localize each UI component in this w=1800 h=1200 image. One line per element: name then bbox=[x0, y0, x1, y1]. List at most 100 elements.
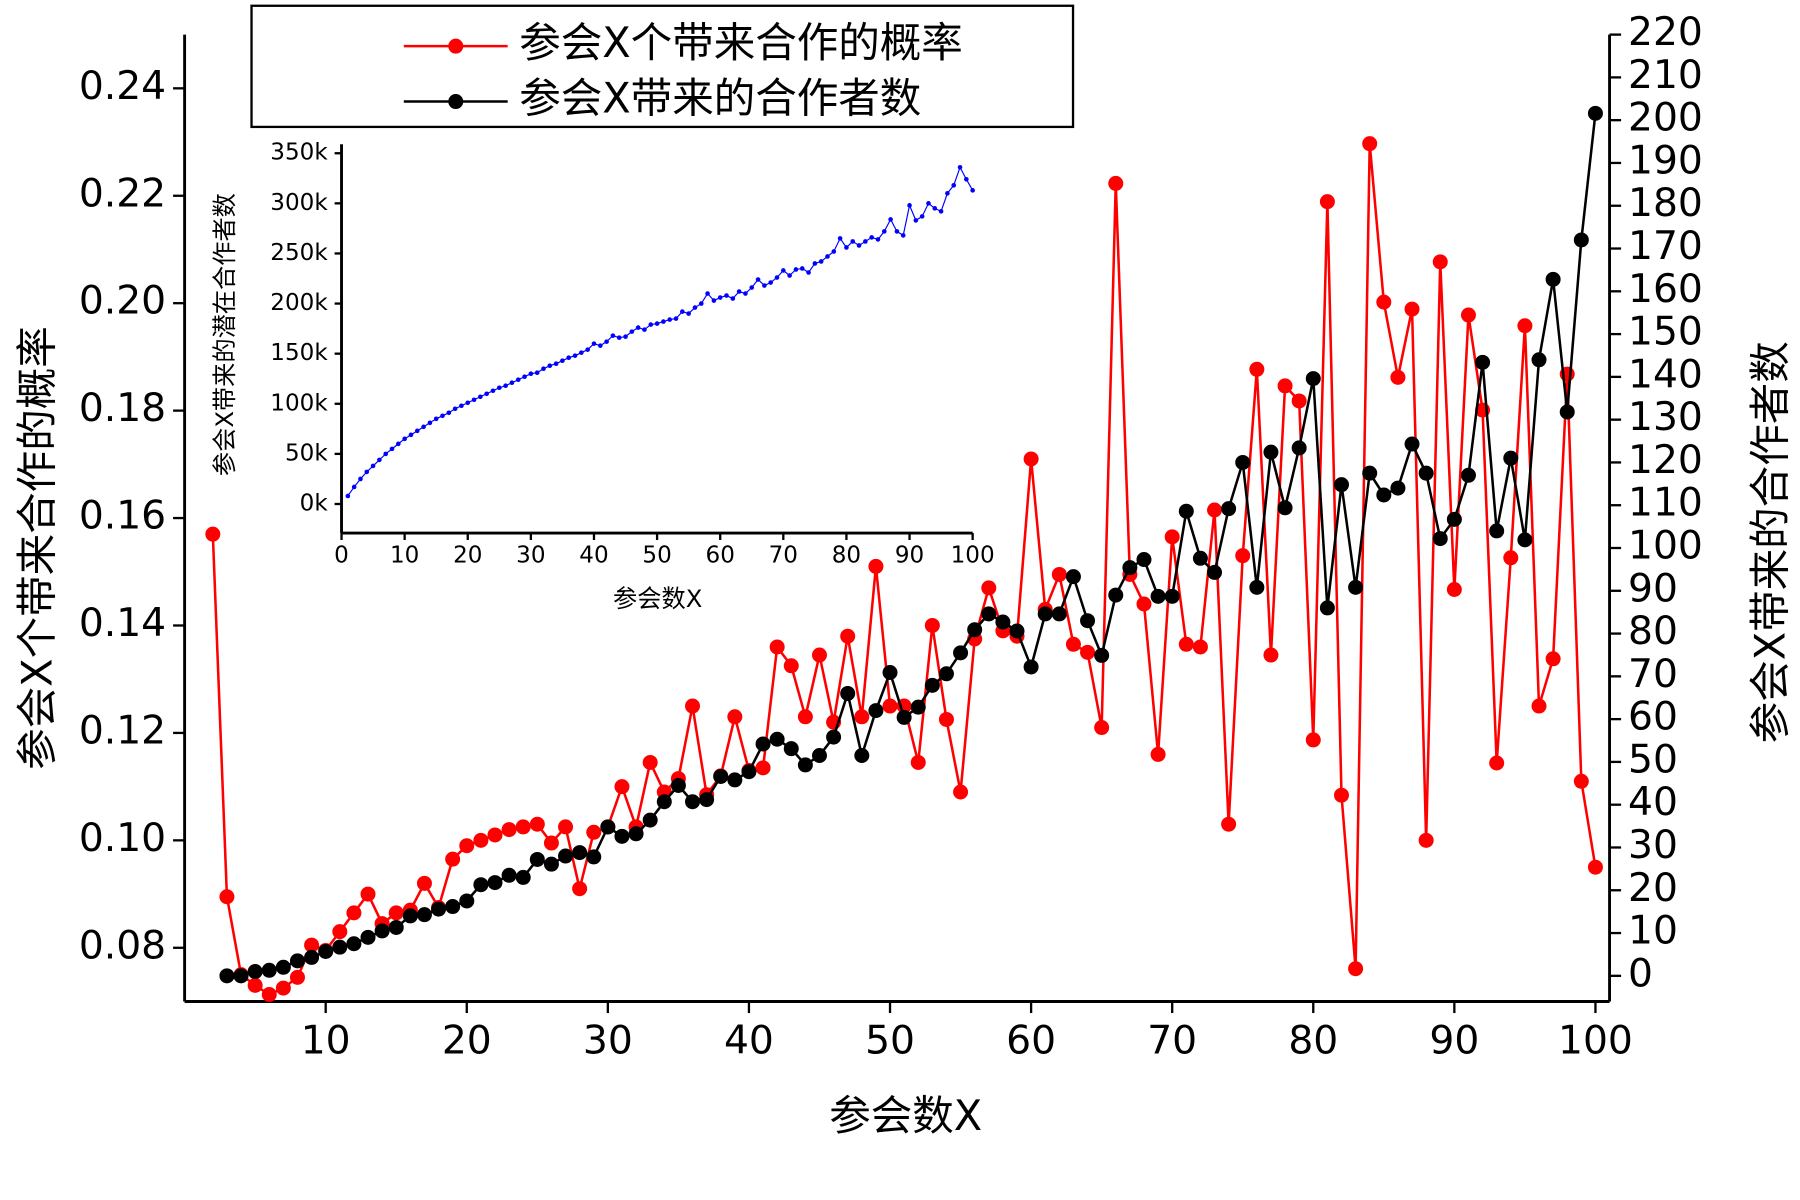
data-point bbox=[421, 424, 426, 430]
y2-tick-label: 90 bbox=[1628, 566, 1678, 611]
data-point bbox=[1446, 511, 1462, 527]
data-point bbox=[289, 969, 305, 985]
data-point bbox=[881, 229, 887, 234]
data-point bbox=[566, 355, 572, 360]
data-point bbox=[452, 406, 458, 412]
data-point bbox=[1333, 477, 1349, 493]
data-point bbox=[509, 380, 515, 386]
data-point bbox=[553, 361, 559, 367]
x-tick-label: 30 bbox=[516, 543, 545, 569]
data-point bbox=[473, 832, 489, 848]
series bbox=[205, 136, 1603, 1003]
data-point bbox=[572, 881, 588, 897]
legend-label: 参会X带来的合作者数 bbox=[519, 74, 921, 123]
y-tick-label: 0.18 bbox=[79, 386, 166, 431]
x-tick-label: 80 bbox=[1288, 1019, 1338, 1064]
data-point bbox=[1305, 732, 1321, 748]
data-point bbox=[981, 606, 997, 622]
data-point bbox=[1503, 450, 1519, 466]
data-point bbox=[749, 285, 755, 290]
data-point bbox=[522, 374, 527, 380]
x-tick-label: 40 bbox=[724, 1019, 774, 1064]
data-point bbox=[332, 939, 348, 955]
data-point bbox=[351, 484, 357, 490]
data-point bbox=[995, 614, 1011, 630]
data-point bbox=[332, 924, 348, 940]
data-point bbox=[364, 469, 370, 475]
inset-x-axis-label: 参会数X bbox=[613, 585, 702, 613]
data-point bbox=[1051, 606, 1067, 622]
data-point bbox=[1051, 566, 1067, 582]
data-point bbox=[1348, 961, 1364, 977]
y2-tick-label: 190 bbox=[1628, 138, 1703, 183]
data-point bbox=[1108, 587, 1124, 603]
data-point bbox=[1150, 746, 1166, 762]
y-tick-label: 0.12 bbox=[79, 708, 166, 753]
data-point bbox=[408, 432, 414, 438]
data-point bbox=[654, 321, 660, 326]
x-tick-label: 100 bbox=[1558, 1019, 1633, 1064]
x-tick-label: 90 bbox=[895, 543, 924, 569]
data-point bbox=[1348, 579, 1364, 595]
data-point bbox=[938, 711, 954, 727]
data-point bbox=[614, 828, 630, 844]
data-point bbox=[699, 792, 715, 808]
data-point bbox=[1150, 588, 1166, 604]
data-point bbox=[680, 309, 685, 314]
data-point bbox=[825, 254, 830, 259]
data-point bbox=[806, 270, 811, 275]
data-point bbox=[926, 201, 931, 206]
data-point bbox=[1009, 623, 1025, 639]
data-point bbox=[818, 259, 824, 264]
data-point bbox=[478, 394, 483, 400]
y-tick-label: 0.16 bbox=[79, 494, 166, 539]
data-point bbox=[360, 886, 376, 902]
data-point bbox=[1164, 588, 1180, 604]
data-point bbox=[616, 335, 622, 340]
y2-tick-label: 50 bbox=[1628, 737, 1678, 782]
data-point bbox=[487, 827, 503, 843]
y-tick-label: 0.20 bbox=[79, 279, 166, 324]
data-point bbox=[1390, 369, 1406, 385]
data-point bbox=[685, 698, 701, 714]
data-point bbox=[1235, 548, 1251, 564]
data-point bbox=[501, 822, 517, 838]
data-point bbox=[304, 937, 320, 953]
data-point bbox=[924, 617, 940, 633]
data-point bbox=[558, 819, 574, 835]
data-point bbox=[496, 385, 502, 391]
data-point bbox=[396, 441, 401, 447]
y2-tick-label: 80 bbox=[1628, 609, 1678, 654]
data-point bbox=[515, 377, 521, 383]
data-point bbox=[459, 403, 464, 409]
data-point bbox=[431, 901, 447, 917]
data-point bbox=[360, 929, 376, 945]
data-point bbox=[1587, 105, 1603, 121]
data-point bbox=[247, 964, 263, 980]
y-tick-label: 100k bbox=[270, 390, 328, 416]
data-point bbox=[515, 819, 531, 835]
legend-marker bbox=[448, 38, 464, 54]
legend-box bbox=[250, 4, 1075, 129]
data-point bbox=[924, 677, 940, 693]
data-point bbox=[635, 325, 641, 330]
data-point bbox=[762, 283, 767, 288]
y-tick-label: 50k bbox=[285, 440, 328, 466]
data-point bbox=[907, 203, 912, 208]
data-point bbox=[388, 905, 404, 921]
data-point bbox=[529, 851, 545, 867]
data-point bbox=[1573, 232, 1589, 248]
data-point bbox=[374, 923, 390, 939]
data-point bbox=[459, 893, 475, 909]
data-point bbox=[529, 816, 545, 832]
x-tick-label: 10 bbox=[301, 1019, 351, 1064]
data-point bbox=[1573, 773, 1589, 789]
y-tick-label: 200k bbox=[270, 290, 328, 316]
data-point bbox=[854, 709, 870, 725]
y2-tick-label: 140 bbox=[1628, 352, 1703, 397]
x-tick-label: 30 bbox=[583, 1019, 633, 1064]
data-point bbox=[670, 777, 686, 793]
data-point bbox=[1037, 606, 1053, 622]
data-point bbox=[1221, 501, 1237, 517]
data-point bbox=[667, 317, 673, 322]
